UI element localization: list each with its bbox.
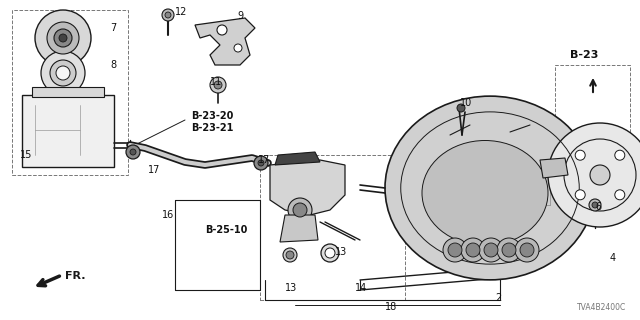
Text: 7: 7	[110, 23, 116, 33]
Circle shape	[457, 104, 465, 112]
Circle shape	[126, 145, 140, 159]
Text: 11: 11	[210, 77, 222, 87]
Circle shape	[548, 123, 640, 227]
Polygon shape	[280, 215, 318, 242]
Circle shape	[254, 156, 268, 170]
Circle shape	[214, 81, 222, 89]
Circle shape	[484, 243, 498, 257]
Text: B-23: B-23	[570, 50, 598, 60]
Text: 10: 10	[460, 98, 472, 108]
Circle shape	[615, 150, 625, 160]
Text: 4: 4	[610, 253, 616, 263]
Circle shape	[590, 165, 610, 185]
Polygon shape	[195, 18, 255, 65]
Circle shape	[165, 12, 171, 18]
Text: 17: 17	[148, 165, 161, 175]
Circle shape	[615, 190, 625, 200]
Circle shape	[461, 238, 485, 262]
Bar	[260, 155, 405, 300]
Circle shape	[589, 199, 601, 211]
Bar	[555, 65, 630, 145]
Circle shape	[321, 244, 339, 262]
Circle shape	[286, 251, 294, 259]
Circle shape	[520, 243, 534, 257]
Polygon shape	[275, 152, 320, 165]
Circle shape	[35, 10, 91, 66]
Text: FR.: FR.	[65, 271, 86, 281]
Polygon shape	[540, 158, 568, 178]
Circle shape	[575, 190, 585, 200]
Circle shape	[210, 77, 226, 93]
Circle shape	[162, 9, 174, 21]
Text: 17: 17	[258, 155, 270, 165]
Bar	[22, 95, 114, 167]
Text: 18: 18	[385, 302, 397, 312]
Circle shape	[448, 243, 462, 257]
Circle shape	[592, 202, 598, 208]
Text: 2: 2	[495, 293, 501, 303]
Circle shape	[234, 44, 242, 52]
Text: 12: 12	[175, 7, 188, 17]
Circle shape	[443, 238, 467, 262]
Text: B-25-10: B-25-10	[205, 225, 248, 235]
Ellipse shape	[422, 140, 548, 245]
Circle shape	[217, 25, 227, 35]
Circle shape	[258, 160, 264, 166]
Circle shape	[293, 203, 307, 217]
Text: 8: 8	[110, 60, 116, 70]
Text: B-23-20: B-23-20	[191, 111, 234, 121]
Circle shape	[575, 150, 585, 160]
Text: 6: 6	[595, 202, 601, 212]
Text: B-23-21: B-23-21	[191, 123, 234, 133]
Circle shape	[56, 66, 70, 80]
Circle shape	[50, 60, 76, 86]
Circle shape	[54, 29, 72, 47]
Polygon shape	[270, 160, 345, 215]
Circle shape	[497, 238, 521, 262]
Bar	[32, 87, 104, 97]
Circle shape	[288, 198, 312, 222]
Text: 9: 9	[237, 11, 243, 21]
Text: TVA4B2400C: TVA4B2400C	[577, 303, 626, 312]
Circle shape	[466, 243, 480, 257]
Ellipse shape	[385, 96, 595, 280]
Text: 16: 16	[162, 210, 174, 220]
Circle shape	[515, 238, 539, 262]
Text: 14: 14	[355, 283, 367, 293]
Circle shape	[59, 34, 67, 42]
Circle shape	[47, 22, 79, 54]
Text: 13: 13	[285, 283, 297, 293]
Circle shape	[130, 149, 136, 155]
Circle shape	[502, 243, 516, 257]
Circle shape	[41, 51, 85, 95]
Text: 13: 13	[335, 247, 348, 257]
Circle shape	[479, 238, 503, 262]
Bar	[12, 10, 128, 175]
Circle shape	[325, 248, 335, 258]
Text: 15: 15	[20, 150, 33, 160]
Circle shape	[283, 248, 297, 262]
